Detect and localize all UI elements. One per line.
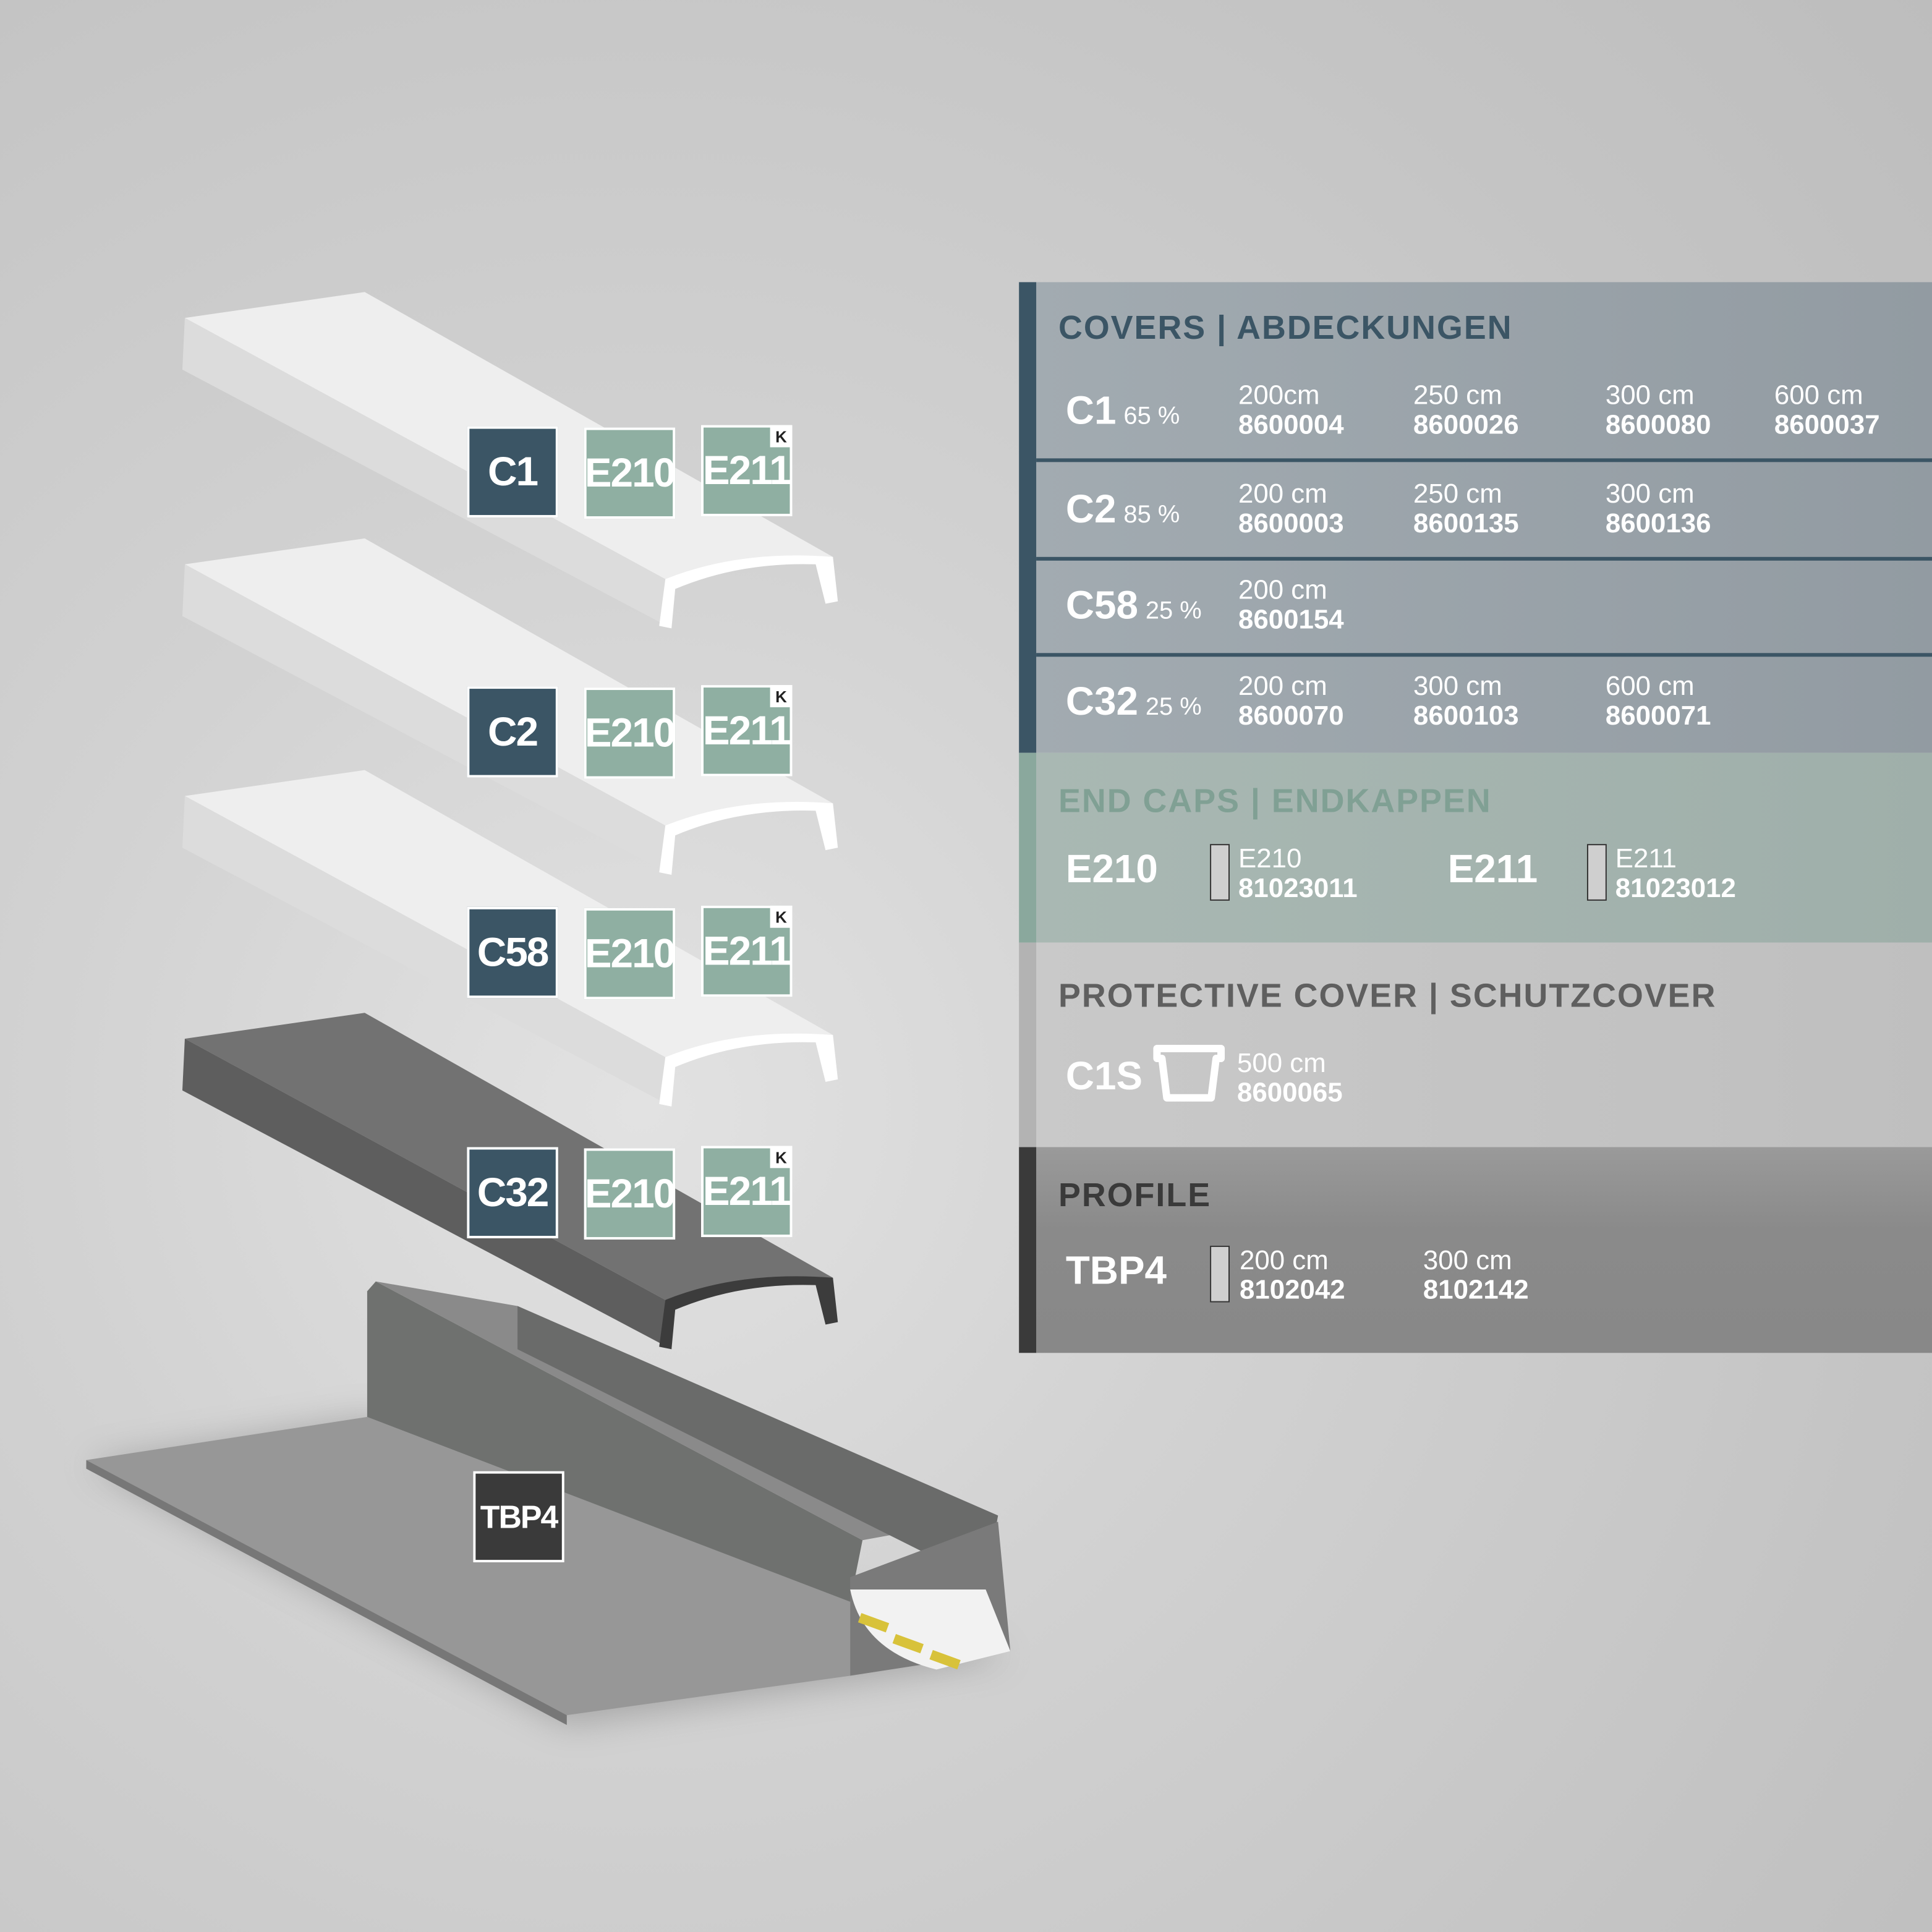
- tbp4-profile: [86, 1281, 1011, 1726]
- cover-item: 250 cm 8600135: [1413, 478, 1519, 538]
- covers-title: COVERS | ABDECKUNGEN: [1058, 309, 1513, 347]
- endcap-icon: [1210, 844, 1230, 901]
- cover-item: 600 cm 8600071: [1605, 670, 1711, 731]
- tag-endcap-e210: E210: [584, 908, 676, 1000]
- protective-code: C1S: [1065, 1053, 1143, 1098]
- endcap-item: E210 81023011: [1238, 843, 1358, 903]
- endcaps-title: END CAPS | ENDKAPPEN: [1058, 782, 1492, 820]
- profile-title: PROFILE: [1058, 1177, 1212, 1214]
- cover-item: 200cm 8600004: [1238, 379, 1344, 440]
- cover-item: 300 cm 8600136: [1605, 478, 1711, 538]
- endcap-item: E211 81023012: [1615, 843, 1736, 903]
- tag-cover: C58: [467, 906, 558, 998]
- k-badge: K: [770, 425, 793, 448]
- cover-item: 200 cm 8600154: [1238, 574, 1344, 635]
- endcap-icon: [1586, 844, 1607, 901]
- tag-cover: C32: [467, 1147, 558, 1238]
- k-badge: K: [770, 1146, 793, 1168]
- cover-item: 200 cm 8600003: [1238, 478, 1344, 538]
- k-badge: K: [770, 905, 793, 928]
- tag-tbp4: TBP4: [473, 1471, 564, 1563]
- profile-code: TBP4: [1065, 1248, 1167, 1293]
- tag-endcap-e211: E211 K: [701, 1146, 793, 1237]
- tag-cover: C1: [467, 426, 558, 518]
- endcap-code: E211: [1447, 846, 1538, 891]
- tag-endcap-e211: E211 K: [701, 425, 793, 517]
- cover-item: 250 cm 8600026: [1413, 379, 1519, 440]
- tag-endcap-e210: E210: [584, 1148, 676, 1240]
- covers-section: COVERS | ABDECKUNGEN C1 65 % 200cm 8600004 2…: [1019, 282, 1932, 753]
- protective-item: 500 cm 8600065: [1236, 1047, 1343, 1108]
- protective-section: PROTECTIVE COVER | SCHUTZCOVER C1S 500 c…: [1019, 942, 1932, 1147]
- cover-item: 300 cm 8600103: [1413, 670, 1519, 731]
- cover-code: C58 25 %: [1065, 582, 1202, 628]
- tag-endcap-e210: E210: [584, 687, 676, 779]
- profile-item: 200 cm 8102042: [1239, 1244, 1345, 1305]
- cover-code: C32 25 %: [1065, 679, 1202, 723]
- profile-icon: [1210, 1245, 1230, 1303]
- tag-endcap-e211: E211 K: [701, 685, 793, 777]
- profile-section: PROFILE TBP4 200 cm 8102042 300 cm 8102142: [1019, 1147, 1932, 1353]
- endcap-code: E210: [1065, 846, 1158, 891]
- cover-item: 200 cm 8600070: [1238, 670, 1344, 731]
- endcaps-section: END CAPS | ENDKAPPEN E210 E210 81023011 E…: [1019, 752, 1932, 943]
- tag-endcap-e211: E211 K: [701, 905, 793, 997]
- cover-item: 600 cm 8600037: [1774, 379, 1880, 440]
- tag-endcap-e210: E210: [584, 427, 676, 519]
- spec-panel: COVERS | ABDECKUNGEN C1 65 % 200cm 8600004 2…: [1019, 282, 1932, 1353]
- cover-profile-icon: [1153, 1045, 1225, 1102]
- cover-code: C2 85 %: [1065, 487, 1180, 531]
- cover-item: 300 cm 8600080: [1605, 379, 1711, 440]
- protective-title: PROTECTIVE COVER | SCHUTZCOVER: [1058, 977, 1717, 1015]
- k-badge: K: [770, 685, 793, 707]
- tag-cover: C2: [467, 686, 558, 778]
- profile-item: 300 cm 8102142: [1423, 1244, 1529, 1305]
- cover-code: C1 65 %: [1065, 388, 1180, 433]
